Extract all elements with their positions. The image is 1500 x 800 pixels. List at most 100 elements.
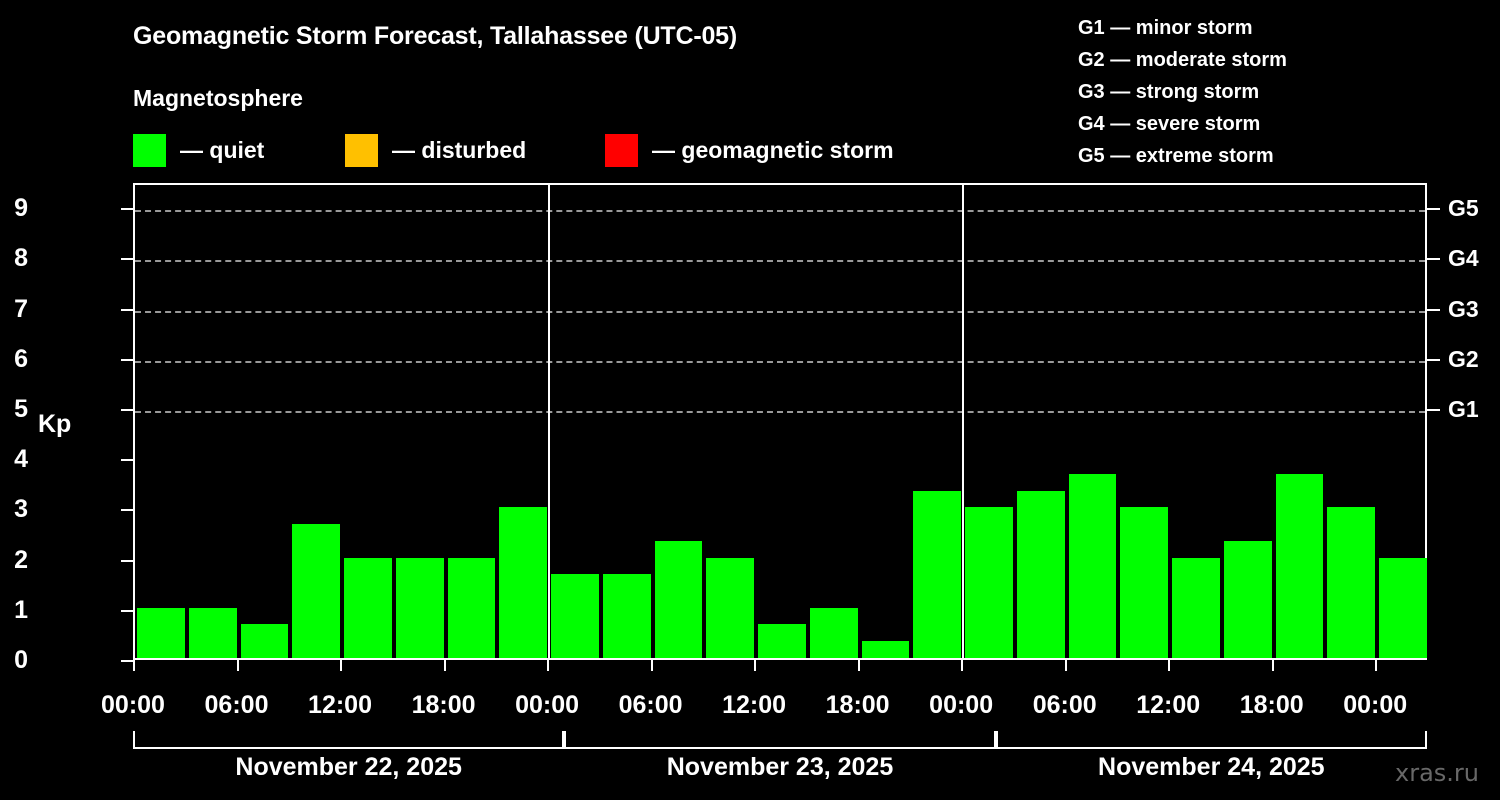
plot-inner — [135, 185, 1427, 658]
kp-bars — [135, 185, 1427, 658]
kp-bar[interactable] — [1120, 507, 1169, 658]
kp-bar[interactable] — [292, 523, 341, 658]
legend-label-quiet: — quiet — [180, 136, 265, 163]
kp-bar[interactable] — [861, 641, 910, 658]
kp-bar[interactable] — [706, 557, 755, 658]
x-tick-label-1: 06:00 — [204, 691, 269, 719]
kp-bar[interactable] — [1379, 557, 1427, 658]
date-bracket-3 — [995, 731, 1427, 749]
date-bracket-1 — [133, 731, 565, 749]
g-tick-mark-G3 — [1427, 308, 1440, 311]
watermark: xras.ru — [1395, 759, 1479, 787]
kp-bar[interactable] — [188, 607, 237, 658]
kp-bar[interactable] — [137, 607, 185, 658]
x-tick-mark-4 — [547, 660, 550, 671]
g-tick-mark-G5 — [1427, 208, 1440, 211]
kp-bar[interactable] — [499, 507, 548, 658]
x-tick-label-8: 00:00 — [929, 691, 994, 719]
g-scale-row-2: G2 — moderate storm — [1078, 49, 1287, 71]
x-tick-mark-5 — [650, 660, 653, 671]
day-separator-2 — [962, 185, 965, 658]
kp-bar[interactable] — [758, 624, 806, 658]
g-tick-mark-G4 — [1427, 258, 1440, 261]
g-tick-mark-G2 — [1427, 358, 1440, 361]
kp-bar[interactable] — [447, 557, 496, 658]
x-tick-mark-9 — [1064, 660, 1067, 671]
x-tick-label-12: 00:00 — [1343, 691, 1408, 719]
x-tick-label-7: 18:00 — [825, 691, 890, 719]
g-scale-row-1: G1 — minor storm — [1078, 17, 1253, 39]
x-tick-label-2: 12:00 — [308, 691, 372, 719]
y-tick-mark-2 — [121, 559, 133, 562]
date-label-1: November 22, 2025 — [235, 753, 462, 781]
x-tick-label-6: 12:00 — [722, 691, 787, 719]
x-tick-mark-7 — [857, 660, 860, 671]
kp-bar[interactable] — [240, 624, 289, 658]
y-tick-mark-0 — [121, 660, 133, 662]
y-tick-mark-7 — [121, 308, 133, 311]
g-scale-row-4: G4 — severe storm — [1078, 113, 1261, 135]
y-axis-title: Kp — [38, 410, 72, 438]
y-tick-mark-4 — [121, 459, 133, 462]
kp-bar[interactable] — [654, 541, 703, 658]
x-tick-mark-6 — [754, 660, 757, 671]
kp-bar[interactable] — [913, 490, 962, 658]
kp-bar[interactable] — [1068, 473, 1117, 658]
legend-swatch-disturbed — [345, 133, 378, 167]
date-label-3: November 24, 2025 — [1098, 753, 1325, 781]
legend-swatch-geomagnetic-storm — [605, 133, 638, 167]
g-scale-row-5: G5 — extreme storm — [1078, 145, 1274, 167]
kp-bar[interactable] — [395, 557, 444, 658]
g-scale-legend: G1 — minor storm G2 — moderate storm G3 — … — [1078, 12, 1408, 172]
legend-entry-geomagnetic-storm[interactable]: — geomagnetic storm — [605, 133, 894, 167]
x-tick-label-10: 12:00 — [1136, 691, 1201, 719]
g-tick-mark-G1 — [1427, 408, 1440, 411]
x-tick-mark-12 — [1375, 660, 1378, 671]
legend-entry-disturbed[interactable]: — disturbed — [345, 133, 526, 167]
y-tick-mark-8 — [121, 258, 133, 261]
kp-bar[interactable] — [1172, 557, 1220, 658]
date-bracket-2 — [564, 731, 996, 749]
x-tick-mark-10 — [1168, 660, 1171, 671]
y-tick-mark-9 — [121, 208, 133, 211]
y-tick-mark-5 — [121, 408, 133, 411]
x-tick-label-11: 18:00 — [1239, 691, 1304, 719]
x-tick-label-0: 00:00 — [101, 691, 165, 719]
page-title: Geomagnetic Storm Forecast, Tallahassee … — [133, 22, 738, 50]
legend-entry-quiet[interactable]: — quiet — [133, 133, 264, 167]
x-tick-mark-3 — [443, 660, 446, 671]
x-tick-mark-1 — [236, 660, 239, 671]
x-tick-mark-11 — [1271, 660, 1274, 671]
gridline-kp-7 — [135, 310, 1425, 313]
x-tick-label-9: 06:00 — [1032, 691, 1097, 719]
g-scale-row-3: G3 — strong storm — [1078, 81, 1260, 103]
x-tick-label-3: 18:00 — [411, 691, 476, 719]
kp-bar[interactable] — [1016, 490, 1065, 658]
date-label-2: November 23, 2025 — [666, 753, 894, 781]
x-tick-label-5: 06:00 — [618, 691, 683, 719]
kp-bar[interactable] — [1275, 473, 1324, 658]
gridline-kp-8 — [135, 260, 1425, 263]
x-tick-label-4: 00:00 — [515, 691, 580, 719]
kp-bar[interactable] — [1327, 507, 1376, 658]
plot-area — [133, 183, 1427, 660]
y-tick-mark-1 — [121, 609, 133, 612]
kp-bar[interactable] — [551, 574, 599, 658]
legend-swatch-quiet — [133, 133, 166, 167]
kp-bar[interactable] — [809, 607, 858, 658]
gridline-kp-9 — [135, 210, 1425, 213]
legend-label-disturbed: — disturbed — [392, 136, 527, 163]
kp-bar[interactable] — [344, 557, 392, 658]
kp-bar[interactable] — [965, 507, 1013, 658]
x-tick-mark-8 — [961, 660, 964, 671]
y-tick-mark-6 — [121, 358, 133, 361]
gridline-kp-5 — [135, 410, 1425, 413]
kp-bar[interactable] — [1223, 541, 1272, 658]
legend-label-geomagnetic-storm: — geomagnetic storm — [652, 136, 894, 163]
kp-bar[interactable] — [602, 574, 651, 658]
magnetosphere-label: Magnetosphere — [133, 85, 303, 111]
x-tick-mark-0 — [133, 660, 135, 671]
day-separator-1 — [548, 185, 551, 658]
y-tick-mark-3 — [121, 509, 133, 512]
x-tick-mark-2 — [340, 660, 343, 671]
